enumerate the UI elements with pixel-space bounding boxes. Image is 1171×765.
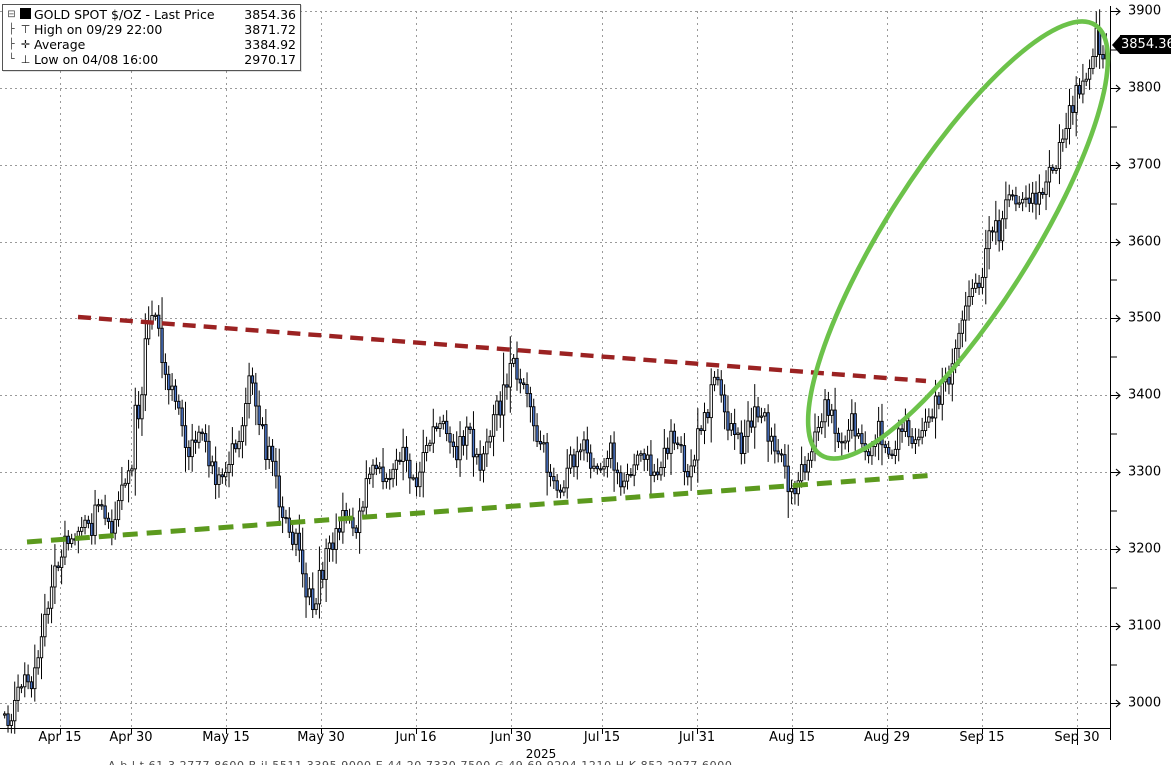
legend-label-last-price: GOLD SPOT $/OZ - Last Price bbox=[34, 7, 215, 22]
average-marker-icon: ✛ bbox=[20, 38, 31, 51]
legend-row-last-price[interactable]: ⊟ GOLD SPOT $/OZ - Last Price 3854.36 bbox=[6, 7, 296, 22]
legend-value-high: 3871.72 bbox=[244, 22, 296, 37]
y-axis-label: 3600 bbox=[1128, 234, 1162, 250]
legend-expander-icon[interactable]: ⊟ bbox=[7, 9, 16, 20]
x-axis-label: Sep 15 bbox=[959, 730, 1005, 745]
y-axis-label: 3700 bbox=[1128, 157, 1162, 173]
support-trendline bbox=[26, 472, 937, 545]
legend-row-low[interactable]: └ ⊥ Low on 04/08 16:00 2970.17 bbox=[6, 52, 296, 67]
last-price-tag: 3854.36 bbox=[1112, 35, 1171, 54]
legend-value-low: 2970.17 bbox=[244, 52, 296, 67]
x-axis-label: May 15 bbox=[202, 730, 250, 745]
x-axis-label: Sep 30 bbox=[1054, 730, 1100, 745]
legend-label-average: Average bbox=[34, 37, 86, 52]
low-marker-icon: ⊥ bbox=[20, 53, 31, 66]
price-tag-arrow-icon bbox=[1112, 35, 1120, 54]
y-axis-label: 3500 bbox=[1128, 310, 1162, 326]
legend-value-last-price: 3854.36 bbox=[244, 7, 296, 22]
x-axis-label: May 30 bbox=[297, 730, 345, 745]
legend-row-average[interactable]: ├ ✛ Average 3384.92 bbox=[6, 37, 296, 52]
x-axis-label: Jul 31 bbox=[678, 730, 716, 745]
y-axis-label: 3900 bbox=[1128, 3, 1162, 19]
x-axis-label: Jun 16 bbox=[395, 730, 437, 745]
tree-branch-icon: ├ bbox=[8, 39, 15, 50]
x-axis-label: Apr 15 bbox=[38, 730, 82, 745]
tree-branch-end-icon: └ bbox=[8, 54, 15, 65]
axis-lines bbox=[0, 6, 1112, 740]
last-price-value: 3854.36 bbox=[1120, 35, 1171, 54]
y-axis-label: 3100 bbox=[1128, 618, 1162, 634]
x-axis-label: Jun 30 bbox=[490, 730, 532, 745]
x-axis-label: Apr 30 bbox=[109, 730, 153, 745]
legend-label-low: Low on 04/08 16:00 bbox=[34, 52, 159, 67]
price-candlestick-series bbox=[3, 9, 1108, 734]
horizontal-gridlines bbox=[0, 11, 1110, 704]
y-axis-label: 3800 bbox=[1128, 80, 1162, 96]
high-marker-icon: ⊤ bbox=[20, 23, 31, 36]
y-axis-label: 3200 bbox=[1128, 541, 1162, 557]
terminal-footer-text: A b l t 61 3 2777 8600 B il 5511 3395 90… bbox=[0, 759, 1171, 765]
series-color-swatch-icon bbox=[17, 7, 34, 22]
breakout-highlight-ellipse bbox=[805, 19, 1111, 461]
y-axis-label: 3000 bbox=[1128, 695, 1162, 711]
legend-value-average: 3384.92 bbox=[244, 37, 296, 52]
chart-legend[interactable]: ⊟ GOLD SPOT $/OZ - Last Price 3854.36 ├ … bbox=[2, 4, 301, 71]
x-axis-label: Aug 29 bbox=[863, 730, 911, 745]
legend-row-high[interactable]: ├ ⊤ High on 09/29 22:00 3871.72 bbox=[6, 22, 296, 37]
y-axis-label: 3300 bbox=[1128, 464, 1162, 480]
y-axis-ticks bbox=[1110, 7, 1121, 708]
x-axis-ticks bbox=[60, 728, 1078, 745]
x-axis-label: Aug 15 bbox=[768, 730, 816, 745]
x-axis-year-label: 2025 bbox=[525, 747, 557, 761]
x-axis-label: Jul 15 bbox=[583, 730, 621, 745]
resistance-trendline bbox=[77, 314, 927, 384]
y-axis-label: 3400 bbox=[1128, 387, 1162, 403]
tree-branch-icon: ├ bbox=[8, 24, 15, 35]
legend-label-high: High on 09/29 22:00 bbox=[34, 22, 163, 37]
